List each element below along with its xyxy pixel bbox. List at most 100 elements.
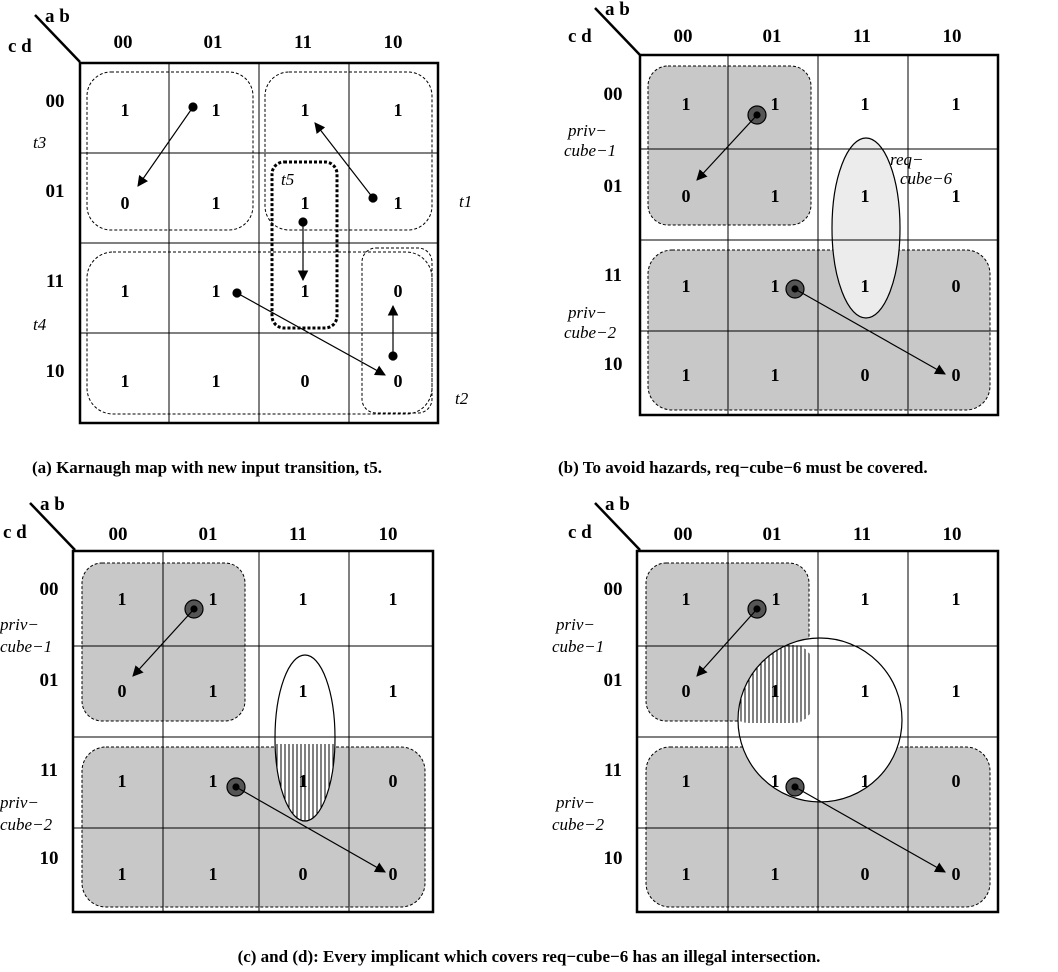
cell: 0: [952, 771, 961, 791]
corner-diagonal: [34, 14, 81, 63]
priv-cube-1-label-a: priv−: [555, 615, 595, 634]
row-label-0: 00: [46, 91, 65, 112]
priv-cube-2-label-b: cube−2: [0, 815, 53, 834]
col-label-3: 10: [943, 524, 962, 545]
cell: 1: [861, 186, 870, 206]
cube-t3: [86, 71, 254, 231]
col-label-3: 10: [379, 524, 398, 545]
column-labels: 00 01 11 10: [109, 524, 398, 545]
cell: 1: [861, 589, 870, 609]
cube-t4: [86, 251, 433, 415]
cell: 0: [389, 864, 398, 884]
transitions: [696, 105, 946, 375]
col-label-3: 10: [943, 26, 962, 47]
corner-diagonal: [594, 502, 641, 551]
cell: 1: [118, 589, 127, 609]
transitions: [137, 102, 399, 376]
map-border: [71, 549, 435, 914]
cell: 1: [212, 281, 221, 301]
cell: 1: [212, 100, 221, 120]
cell: 1: [121, 281, 130, 301]
panel-d: a b c d 00 01 11 10 00 01 11 10 1 1 1: [552, 494, 1000, 914]
row-label-2: 11: [46, 271, 64, 292]
cell: 1: [952, 681, 961, 701]
cell: 1: [301, 281, 310, 301]
cell: 0: [118, 681, 127, 701]
cell: 1: [118, 771, 127, 791]
col-label-0: 00: [674, 524, 693, 545]
grid-lines: [80, 63, 438, 423]
row-label-2: 11: [604, 760, 622, 781]
col-label-1: 01: [199, 524, 218, 545]
panel-b: a b c d 00 01 11 10 00 01 11 10 1 1 1 1 …: [558, 0, 1000, 477]
cell: 0: [299, 864, 308, 884]
implicant-circle: [737, 637, 903, 803]
cell: 1: [118, 864, 127, 884]
priv-cube-2-label-b: cube−2: [552, 815, 605, 834]
label-t2: t2: [455, 389, 469, 408]
column-labels: 00 01 11 10: [674, 26, 962, 47]
cell: 1: [682, 94, 691, 114]
cell: 1: [301, 100, 310, 120]
cell: 0: [952, 864, 961, 884]
cell: 1: [299, 771, 308, 791]
cell: 1: [771, 276, 780, 296]
cell: 1: [394, 100, 403, 120]
row-label-0: 00: [604, 84, 623, 105]
bottom-caption: (c) and (d): Every implicant which cover…: [238, 947, 821, 966]
cell: 1: [861, 94, 870, 114]
cell: 0: [301, 371, 310, 391]
cd-label: c d: [8, 36, 32, 57]
label-t5: t5: [281, 170, 294, 189]
row-label-0: 00: [604, 579, 623, 600]
transition-labels: t1 t2 t3 t4 t5: [33, 133, 472, 408]
transition-arrow: [696, 608, 758, 677]
cell: 1: [209, 864, 218, 884]
cube-t5: [270, 160, 339, 330]
label-t4: t4: [33, 315, 47, 334]
cell: 1: [212, 371, 221, 391]
cd-label: c d: [3, 522, 27, 543]
cell: 1: [771, 771, 780, 791]
ab-label: a b: [40, 494, 65, 515]
transition-arrow: [235, 786, 386, 873]
col-label-0: 00: [109, 524, 128, 545]
col-label-2: 11: [853, 524, 871, 545]
cell: 0: [394, 371, 403, 391]
cd-label: c d: [568, 522, 592, 543]
cell: 1: [952, 589, 961, 609]
row-label-1: 01: [40, 670, 59, 691]
col-label-1: 01: [204, 32, 223, 53]
column-labels: 00 01 11 10: [674, 524, 962, 545]
transition-arrow: [696, 114, 758, 181]
cell: 1: [299, 681, 308, 701]
row-label-1: 01: [46, 181, 65, 202]
row-labels: 00 01 11 10: [40, 579, 59, 869]
col-label-2: 11: [289, 524, 307, 545]
cube-outlines: [86, 71, 433, 415]
cell: 0: [952, 365, 961, 385]
corner-diagonal: [594, 7, 641, 56]
priv-cube-1-label-b: cube−1: [564, 141, 616, 160]
cube-t1: [264, 71, 433, 231]
transition-arrow: [314, 122, 374, 199]
ab-label: a b: [605, 494, 630, 515]
cell: 1: [301, 193, 310, 213]
ab-label: a b: [45, 6, 70, 27]
priv-cube-2-region: [647, 249, 991, 411]
row-label-1: 01: [604, 670, 623, 691]
row-label-3: 10: [604, 354, 623, 375]
col-label-2: 11: [853, 26, 871, 47]
cell: 1: [682, 771, 691, 791]
row-label-3: 10: [40, 848, 59, 869]
grid-lines: [637, 551, 998, 912]
cell: 1: [212, 193, 221, 213]
cells: 1 1 1 1 0 1 1 1 1 1 1 0 1 1 0 0: [118, 589, 398, 884]
transitions: [132, 599, 386, 873]
req-cube-6-label-b: cube−6: [900, 169, 953, 188]
priv-cube-2-label-a: priv−: [567, 303, 607, 322]
cell: 1: [861, 276, 870, 296]
cell: 1: [682, 365, 691, 385]
cell: 1: [121, 100, 130, 120]
cell: 1: [861, 681, 870, 701]
